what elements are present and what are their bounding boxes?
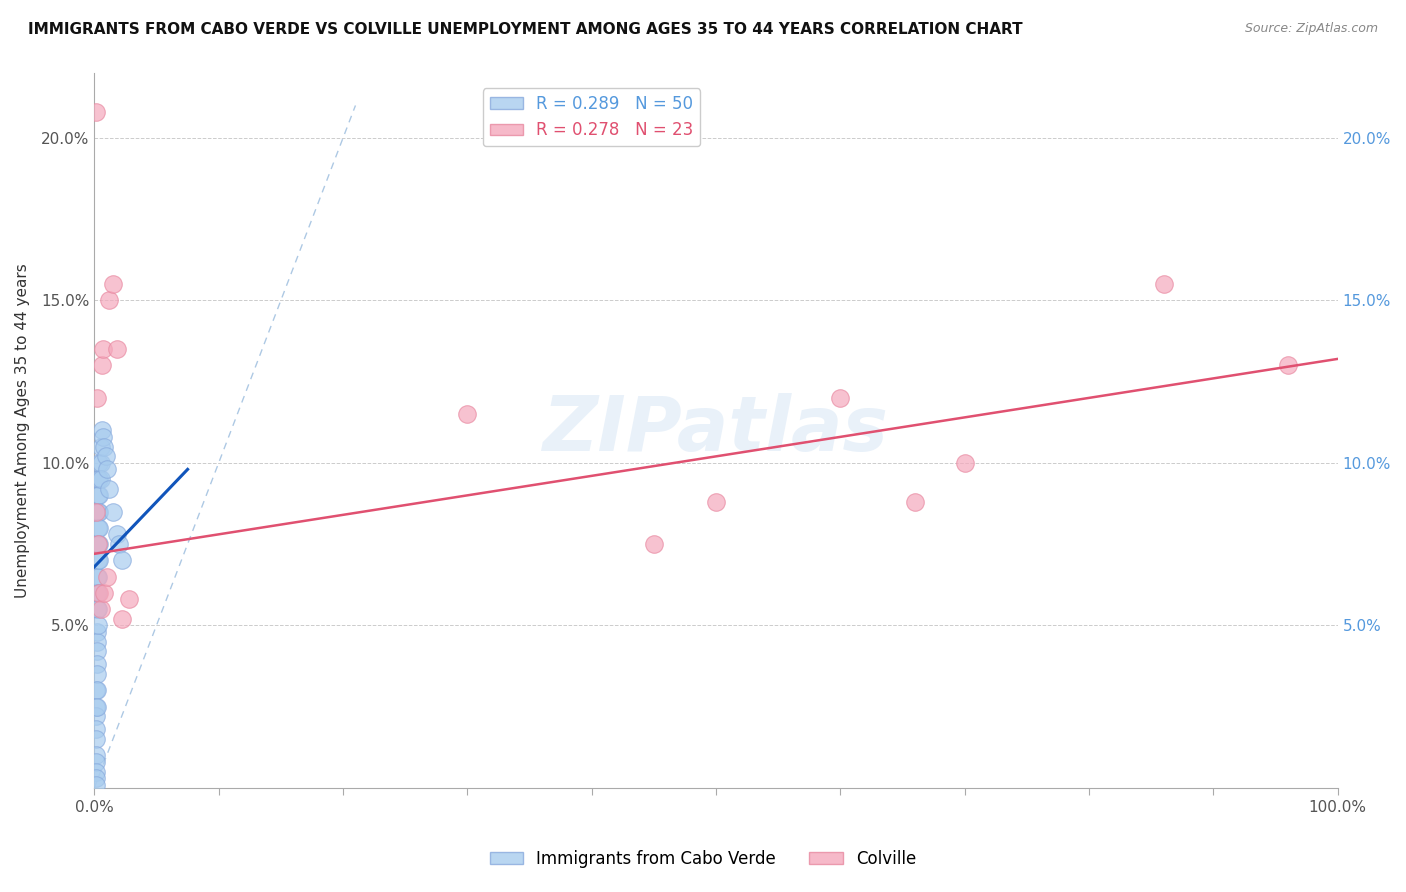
- Point: [90, 472, 112, 486]
- Point: [84, 723, 107, 737]
- Point: [87, 472, 110, 486]
- Point: [830, 391, 852, 405]
- Point: [90, 423, 112, 437]
- Point: [96, 462, 118, 476]
- Point: [86, 634, 108, 648]
- Point: [84, 709, 107, 723]
- Point: [90, 456, 112, 470]
- Point: [89, 505, 111, 519]
- Point: [91, 430, 114, 444]
- Point: [904, 495, 927, 509]
- Point: [86, 569, 108, 583]
- Point: [84, 105, 107, 120]
- Point: [93, 440, 115, 454]
- Point: [87, 521, 110, 535]
- Point: [87, 488, 110, 502]
- Point: [118, 592, 141, 607]
- Point: [84, 731, 107, 746]
- Point: [84, 748, 107, 763]
- Point: [91, 342, 114, 356]
- Point: [87, 553, 110, 567]
- Point: [89, 537, 111, 551]
- Point: [86, 657, 108, 672]
- Point: [101, 277, 124, 292]
- Point: [89, 553, 111, 567]
- Point: [1277, 359, 1299, 373]
- Point: [86, 624, 108, 639]
- Point: [86, 602, 108, 616]
- Point: [84, 764, 107, 779]
- Point: [101, 505, 124, 519]
- Y-axis label: Unemployment Among Ages 35 to 44 years: Unemployment Among Ages 35 to 44 years: [15, 263, 30, 598]
- Point: [89, 586, 111, 600]
- Point: [87, 618, 110, 632]
- Point: [111, 612, 134, 626]
- Point: [90, 440, 112, 454]
- Point: [89, 472, 111, 486]
- Point: [84, 683, 107, 698]
- Legend: R = 0.289   N = 50, R = 0.278   N = 23: R = 0.289 N = 50, R = 0.278 N = 23: [484, 88, 700, 146]
- Point: [90, 359, 112, 373]
- Point: [84, 771, 107, 785]
- Point: [86, 644, 108, 658]
- Point: [94, 450, 117, 464]
- Point: [96, 569, 118, 583]
- Point: [87, 505, 110, 519]
- Point: [87, 537, 110, 551]
- Point: [86, 391, 108, 405]
- Point: [90, 602, 112, 616]
- Point: [98, 482, 121, 496]
- Point: [86, 667, 108, 681]
- Text: IMMIGRANTS FROM CABO VERDE VS COLVILLE UNEMPLOYMENT AMONG AGES 35 TO 44 YEARS CO: IMMIGRANTS FROM CABO VERDE VS COLVILLE U…: [28, 22, 1022, 37]
- Point: [86, 586, 108, 600]
- Point: [84, 777, 107, 791]
- Point: [87, 569, 110, 583]
- Legend: Immigrants from Cabo Verde, Colville: Immigrants from Cabo Verde, Colville: [484, 844, 922, 875]
- Point: [105, 342, 128, 356]
- Point: [953, 456, 976, 470]
- Point: [643, 537, 665, 551]
- Point: [89, 521, 111, 535]
- Point: [87, 537, 110, 551]
- Text: Source: ZipAtlas.com: Source: ZipAtlas.com: [1244, 22, 1378, 36]
- Point: [86, 699, 108, 714]
- Point: [89, 456, 111, 470]
- Point: [86, 683, 108, 698]
- Point: [704, 495, 727, 509]
- Point: [87, 586, 110, 600]
- Point: [98, 293, 121, 308]
- Point: [87, 602, 110, 616]
- Point: [1153, 277, 1175, 292]
- Point: [108, 537, 131, 551]
- Point: [456, 407, 478, 421]
- Point: [105, 527, 128, 541]
- Point: [111, 553, 134, 567]
- Point: [84, 699, 107, 714]
- Point: [84, 505, 107, 519]
- Text: ZIPatlas: ZIPatlas: [543, 393, 889, 467]
- Point: [89, 488, 111, 502]
- Point: [84, 755, 107, 769]
- Point: [93, 586, 115, 600]
